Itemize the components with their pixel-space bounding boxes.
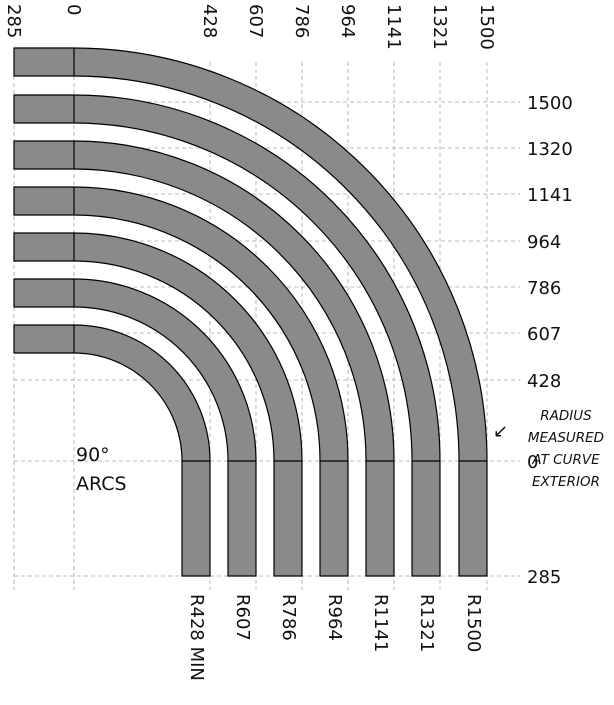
bottom-label-r607: R607 (232, 594, 253, 641)
arcs-title-word: ARCS (76, 473, 127, 495)
top-label-607: 607 (245, 4, 266, 38)
bottom-label-r964: R964 (324, 594, 345, 641)
bottom-label-r1500: R1500 (463, 594, 484, 652)
arc-bands (13, 47, 488, 577)
arc-band-607 (13, 278, 257, 577)
radius-note-line-4: EXTERIOR (532, 474, 600, 490)
radius-note-line-1: RADIUS (540, 408, 592, 424)
right-label-964: 964 (527, 232, 561, 253)
right-label-607: 607 (527, 324, 561, 345)
arc-band-1500 (13, 47, 488, 577)
top-label-786: 786 (291, 4, 312, 38)
bottom-label-r428-min: R428 MIN (186, 594, 207, 681)
top-label-1321: 1321 (429, 4, 450, 50)
top-label-964: 964 (337, 4, 358, 38)
right-label-285: 285 (527, 567, 561, 588)
bottom-label-r786: R786 (278, 594, 299, 641)
dimension-labels: 285 0 428 607 786 964 1141 1321 1500 150… (3, 4, 604, 681)
arc-band-428 (13, 324, 211, 577)
top-label-1500: 1500 (476, 4, 497, 50)
arc-band-786 (13, 232, 303, 577)
arc-band-1321 (13, 94, 441, 577)
bottom-label-r1321: R1321 (416, 594, 437, 652)
radius-note-line-3: AT CURVE (531, 452, 600, 468)
arcs-title-degrees: 90° (76, 444, 110, 466)
arc-band-1141 (13, 140, 395, 577)
top-label-428: 428 (199, 4, 220, 38)
radius-note-line-2: MEASURED (528, 430, 604, 446)
right-label-1320: 1320 (527, 139, 573, 160)
arrow-down-left-icon: ↙ (493, 421, 508, 442)
right-label-428: 428 (527, 371, 561, 392)
top-label-285: 285 (3, 4, 24, 38)
right-label-0: 0 (527, 452, 538, 473)
top-label-0: 0 (63, 4, 84, 15)
right-label-786: 786 (527, 278, 561, 299)
top-label-1141: 1141 (383, 4, 404, 50)
right-label-1500: 1500 (527, 93, 573, 114)
bottom-label-r1141: R1141 (370, 594, 391, 652)
right-label-1141: 1141 (527, 185, 573, 206)
arc-band-964 (13, 186, 349, 577)
